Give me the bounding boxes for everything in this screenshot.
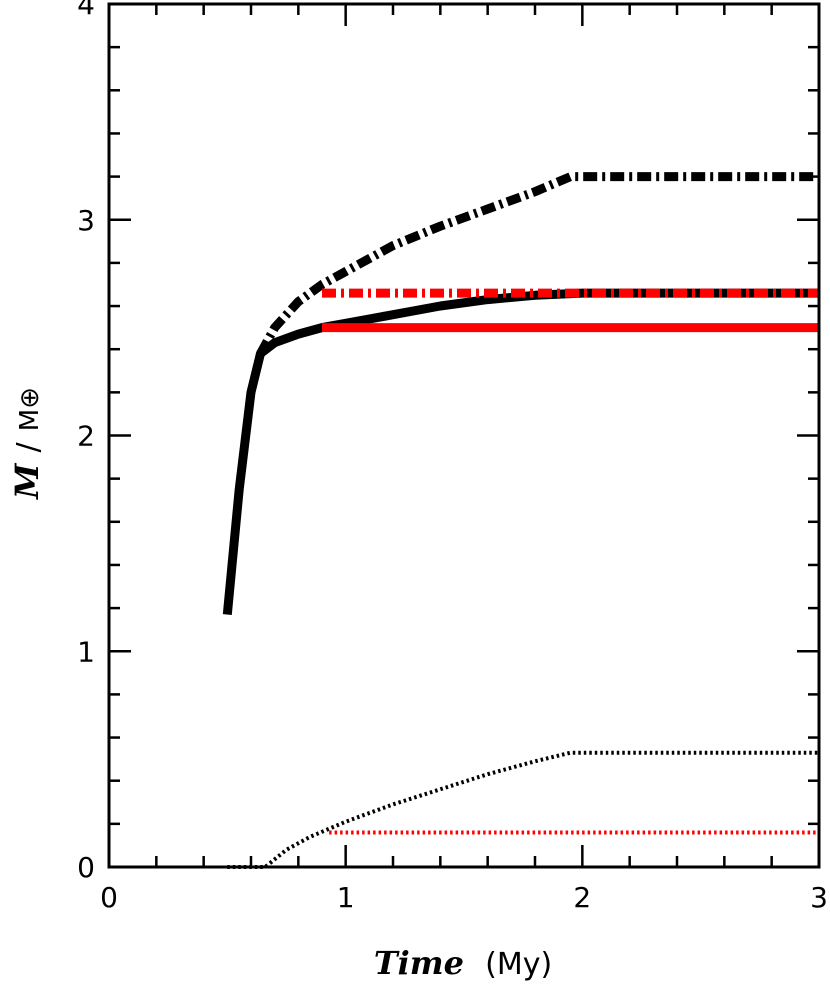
series-line-3: [256, 172, 819, 356]
plot-frame: [107, 2, 821, 869]
axis-ticks: [107, 2, 821, 869]
y-tick-label: 3: [77, 204, 95, 237]
x-tick-label: 3: [810, 881, 828, 914]
y-tick-label: 1: [77, 635, 95, 668]
x-tick-label: 1: [337, 881, 355, 914]
y-axis-title-sep: /: [11, 441, 46, 452]
y-axis-title-main: M: [8, 462, 46, 500]
x-tick-label: 0: [100, 881, 118, 914]
series-line-1: [222, 288, 819, 616]
x-axis-title-unit: (My): [485, 947, 552, 982]
series-line-5: [227, 750, 819, 869]
y-tick-label: 0: [77, 851, 95, 884]
plot-series-group: [222, 172, 819, 869]
x-axis-title: Time (My): [374, 944, 552, 982]
x-axis-title-main: Time: [374, 944, 464, 982]
y-tick-label: 4: [77, 0, 95, 21]
axis-tick-labels: 0 1 2 3 0 1 2 3 4: [77, 0, 828, 914]
y-axis-title-unit: M⊕: [15, 387, 45, 431]
x-tick-label: 2: [573, 881, 591, 914]
y-tick-label: 2: [77, 420, 95, 453]
y-axis-title: M / M⊕: [8, 387, 46, 500]
